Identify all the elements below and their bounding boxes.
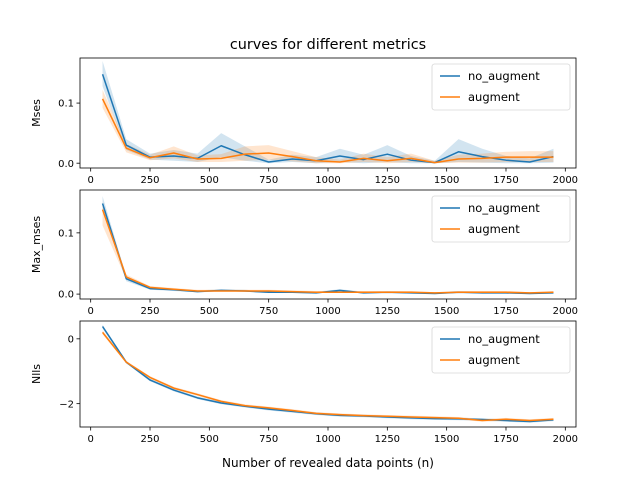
x-tick-label: 2000: [553, 306, 578, 317]
panel-2: 0 250 500 750 1000 1250 1500 1750 2000 0.0 0.1 Max_…: [30, 189, 578, 317]
x-tick-label: 1000: [315, 175, 340, 186]
chart-title: curves for different metrics: [230, 37, 426, 53]
x-tick-label: 0: [87, 434, 93, 445]
legend-label-no_augment: no_augment: [468, 69, 540, 83]
y-tick-label: 0.0: [58, 290, 74, 301]
y-axis-label: Mses: [30, 99, 43, 127]
x-axis-label: Number of revealed data points (n): [222, 456, 434, 470]
legend-box: [431, 63, 571, 111]
x-tick-label: 1750: [493, 175, 518, 186]
y-tick-label: 0.0: [58, 159, 74, 170]
x-tick-label: 250: [140, 306, 159, 317]
legend-box: [431, 326, 571, 374]
x-tick-label: 0: [87, 175, 93, 186]
y-tick-label: −2: [59, 399, 74, 410]
panels-group: 0 250 500 750 1000 1250 1500 1750 2000 0.0 0.1 Mses…: [30, 57, 578, 445]
series-line-augment: [101, 331, 554, 422]
x-tick-label: 500: [200, 434, 219, 445]
panel-3: 0 250 500 750 1000 1250 1500 1750 2000 0 −2 Nlls no_…: [30, 320, 578, 445]
x-tick-label: 0: [87, 306, 93, 317]
x-tick-label: 1250: [375, 434, 400, 445]
series-line-augment: [101, 209, 554, 294]
series-line-augment: [101, 98, 554, 164]
x-tick-label: 500: [200, 306, 219, 317]
y-axis-label: Max_mses: [30, 216, 43, 273]
legend-label-augment: augment: [468, 90, 520, 104]
x-tick-label: 1000: [315, 306, 340, 317]
legend-label-no_augment: no_augment: [468, 201, 540, 215]
x-tick-label: 750: [259, 306, 278, 317]
x-tick-label: 1750: [493, 306, 518, 317]
legend-label-augment: augment: [468, 353, 520, 367]
band-no_augment: [102, 61, 554, 164]
x-tick-label: 1750: [493, 434, 518, 445]
y-tick-label: 0: [68, 334, 74, 345]
legend-label-augment: augment: [468, 222, 520, 236]
x-tick-label: 1500: [434, 175, 459, 186]
x-tick-label: 2000: [553, 434, 578, 445]
x-tick-label: 1500: [434, 306, 459, 317]
legend-label-no_augment: no_augment: [468, 332, 540, 346]
y-tick-label: 0.1: [58, 228, 74, 239]
x-tick-label: 1250: [375, 306, 400, 317]
x-tick-label: 1500: [434, 434, 459, 445]
series-line-no_augment: [101, 73, 554, 164]
x-tick-label: 1000: [315, 434, 340, 445]
x-tick-label: 250: [140, 175, 159, 186]
x-tick-label: 1250: [375, 175, 400, 186]
x-tick-label: 500: [200, 175, 219, 186]
y-axis-label: Nlls: [30, 364, 43, 384]
x-tick-label: 750: [259, 175, 278, 186]
x-tick-label: 2000: [553, 175, 578, 186]
panel-1: 0 250 500 750 1000 1250 1500 1750 2000 0.0 0.1 Mses…: [30, 57, 578, 186]
x-tick-label: 250: [140, 434, 159, 445]
x-tick-label: 750: [259, 434, 278, 445]
legend-box: [431, 195, 571, 243]
y-tick-label: 0.1: [58, 99, 74, 110]
